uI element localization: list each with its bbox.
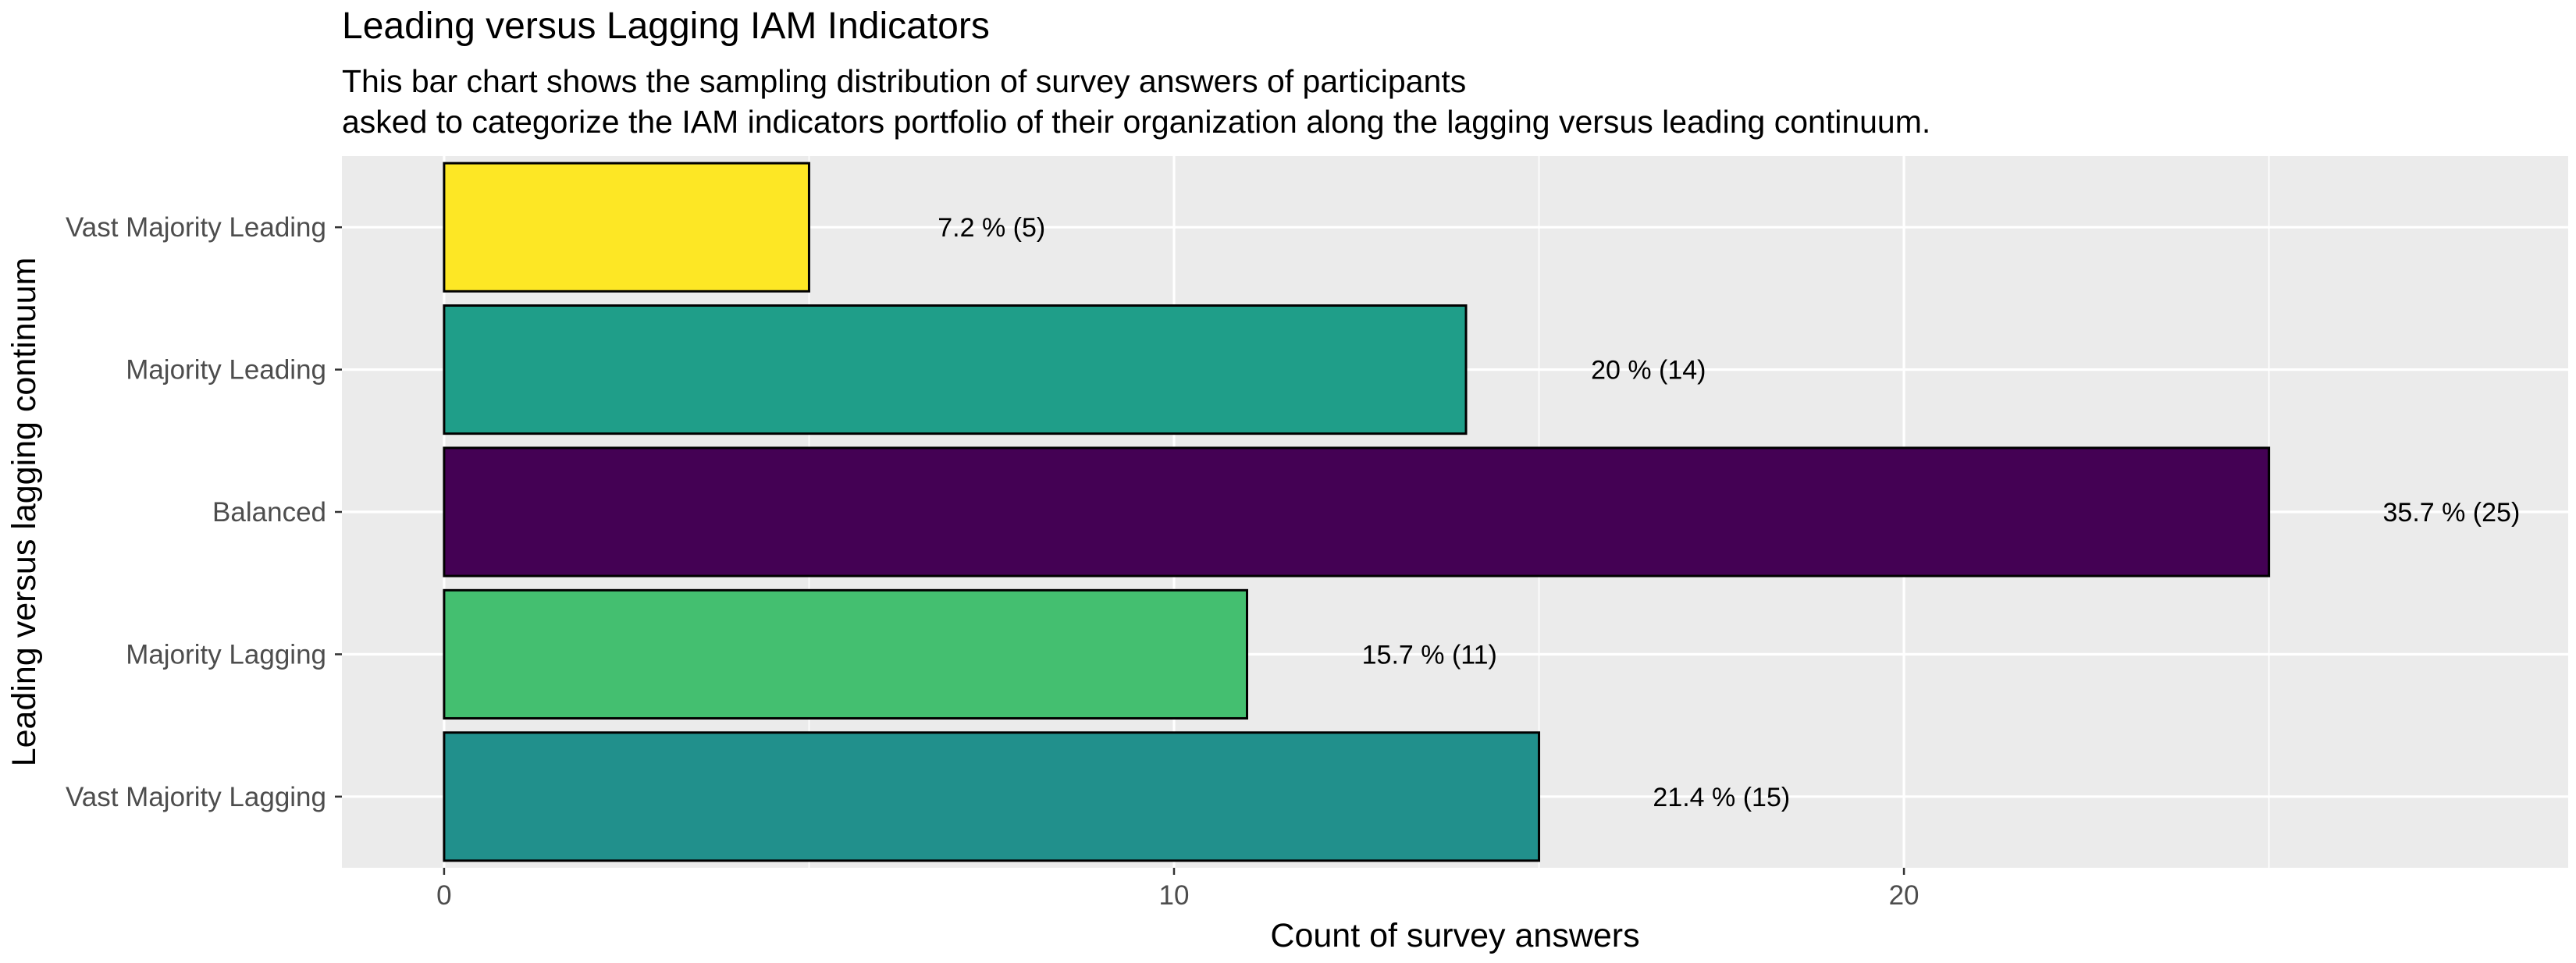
data-label-0: 7.2 % (5) bbox=[938, 213, 1045, 243]
bar-2 bbox=[443, 446, 2271, 577]
chart-subtitle-line-2: asked to categorize the IAM indicators p… bbox=[342, 104, 1930, 140]
y-tick-label-3: Majority Lagging bbox=[126, 639, 326, 670]
data-label-3: 15.7 % (11) bbox=[1362, 640, 1497, 670]
chart-title: Leading versus Lagging IAM Indicators bbox=[342, 5, 990, 47]
y-tick-label-1: Majority Leading bbox=[126, 355, 326, 386]
y-tick-label-4: Vast Majority Lagging bbox=[66, 782, 326, 812]
data-label-2: 35.7 % (25) bbox=[2383, 498, 2521, 528]
x-tick-label-2: 20 bbox=[1889, 880, 1920, 911]
data-label-1: 20 % (14) bbox=[1591, 356, 1706, 386]
bar-3 bbox=[443, 588, 1249, 720]
y-axis: Vast Majority Leading Majority Leading Bal… bbox=[66, 212, 342, 812]
bar-1 bbox=[443, 304, 1468, 435]
chart-subtitle-line-1: This bar chart shows the sampling distri… bbox=[342, 63, 1466, 99]
bars bbox=[443, 162, 2271, 862]
x-tick-label-1: 10 bbox=[1159, 880, 1190, 911]
bar-4 bbox=[443, 731, 1541, 862]
x-tick-label-0: 0 bbox=[436, 880, 451, 911]
data-labels: 7.2 % (5) 20 % (14) 35.7 % (25) 15.7 % (11)… bbox=[938, 213, 2520, 812]
data-label-4: 21.4 % (15) bbox=[1653, 783, 1790, 812]
bar-0 bbox=[443, 162, 810, 293]
y-tick-label-0: Vast Majority Leading bbox=[66, 212, 326, 243]
y-axis-title: Leading versus lagging continuum bbox=[5, 258, 43, 767]
y-tick-label-2: Balanced bbox=[212, 497, 326, 528]
x-axis: 0 10 20 bbox=[436, 868, 1920, 911]
x-axis-title: Count of survey answers bbox=[1270, 917, 1639, 954]
